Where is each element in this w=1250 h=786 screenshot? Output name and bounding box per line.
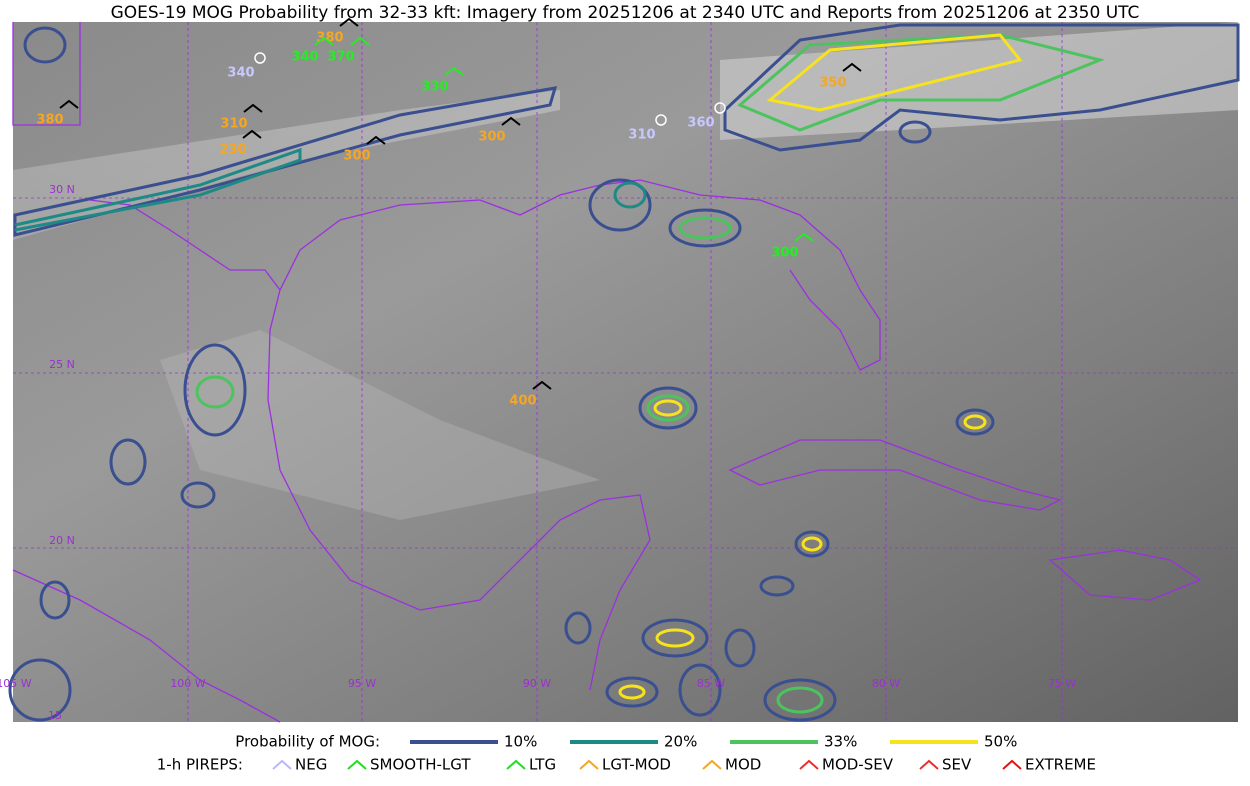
pireps: 380 340 340 370 330 380 310 230 300 300 310 360 350 3… bbox=[36, 17, 862, 409]
legend-label: 10% bbox=[504, 733, 537, 751]
lon-label: 95 W bbox=[348, 677, 376, 690]
pirep-symbol bbox=[59, 99, 79, 109]
cloud-streak bbox=[160, 330, 600, 520]
legend-label: NEG bbox=[295, 756, 327, 774]
legend-symbol bbox=[272, 759, 292, 770]
legend-label: MOD-SEV bbox=[822, 756, 894, 774]
pirep-symbol bbox=[655, 114, 667, 126]
pirep-label: 370 bbox=[327, 50, 354, 65]
pirep-symbol bbox=[366, 135, 386, 145]
lat-label: 20 N bbox=[49, 534, 75, 547]
pirep-label: 340 bbox=[291, 50, 318, 65]
pirep-symbol bbox=[242, 129, 262, 139]
title: GOES-19 MOG Probability from 32-33 kft: … bbox=[111, 3, 1140, 23]
pirep-label: 360 bbox=[687, 116, 714, 131]
pirep-label: 380 bbox=[36, 113, 63, 128]
pirep-symbol bbox=[444, 66, 464, 76]
pirep-label: 300 bbox=[771, 246, 798, 261]
map: 30 N 25 N 20 N 15 105 W 100 W 95 W 90 W 85 W 80 … bbox=[0, 17, 1240, 723]
legend-label: LGT-MOD bbox=[602, 756, 671, 774]
legend-label: SMOOTH-LGT bbox=[370, 756, 471, 774]
mog-contours bbox=[8, 23, 1240, 722]
legend-label: SEV bbox=[942, 756, 972, 774]
lat-labels: 30 N 25 N 20 N 15 bbox=[48, 183, 75, 722]
legend-label: MOD bbox=[725, 756, 761, 774]
pirep-label: 310 bbox=[220, 117, 247, 132]
pirep-symbol bbox=[254, 52, 266, 64]
cloud-band bbox=[13, 90, 560, 240]
legend-label: 50% bbox=[984, 733, 1017, 751]
lat-label: 25 N bbox=[49, 358, 75, 371]
legend-symbol bbox=[506, 759, 526, 770]
pirep-label: 310 bbox=[628, 128, 655, 143]
pirep-symbol bbox=[714, 102, 726, 114]
pirep-label: 300 bbox=[343, 149, 370, 164]
legend-title: Probability of MOG: bbox=[235, 733, 380, 751]
pirep-symbol bbox=[532, 380, 552, 390]
lon-label: 80 W bbox=[872, 677, 900, 690]
pirep-label: 400 bbox=[509, 394, 536, 409]
lon-label: 90 W bbox=[523, 677, 551, 690]
legend-symbol bbox=[1002, 759, 1022, 770]
lon-label: 105 W bbox=[0, 677, 32, 690]
pirep-symbol bbox=[339, 17, 359, 27]
legend-symbol bbox=[919, 759, 939, 770]
pirep-label: 300 bbox=[478, 130, 505, 145]
legend: Probability of MOG: 10% 20% 33% 50% 1-h PIREP… bbox=[157, 733, 1096, 774]
pirep-symbol bbox=[314, 36, 334, 46]
pirep-label: 330 bbox=[421, 80, 448, 95]
lon-label: 75 W bbox=[1048, 677, 1076, 690]
legend-symbol bbox=[799, 759, 819, 770]
legend-label: 33% bbox=[824, 733, 857, 751]
legend-label: 20% bbox=[664, 733, 697, 751]
lat-label: 30 N bbox=[49, 183, 75, 196]
pirep-symbol bbox=[794, 232, 814, 242]
legend-label: LTG bbox=[529, 756, 556, 774]
legend-title: 1-h PIREPS: bbox=[157, 756, 243, 774]
pirep-symbol bbox=[842, 62, 862, 72]
lon-labels: 105 W 100 W 95 W 90 W 85 W 80 W 75 W bbox=[0, 677, 1076, 690]
legend-label: EXTREME bbox=[1025, 756, 1096, 774]
lon-label: 100 W bbox=[170, 677, 205, 690]
lon-label: 85 W bbox=[697, 677, 725, 690]
pirep-label: 380 bbox=[316, 31, 343, 46]
graticule bbox=[13, 22, 1238, 722]
pirep-symbol bbox=[350, 36, 370, 46]
legend-symbol bbox=[702, 759, 722, 770]
pirep-symbol bbox=[501, 116, 521, 126]
pirep-symbol bbox=[243, 103, 263, 113]
pirep-label: 340 bbox=[227, 66, 254, 81]
pirep-label: 230 bbox=[219, 143, 246, 158]
legend-symbol bbox=[579, 759, 599, 770]
legend-symbol bbox=[347, 759, 367, 770]
lat-label: 15 bbox=[48, 709, 62, 722]
pirep-label: 350 bbox=[819, 76, 846, 91]
